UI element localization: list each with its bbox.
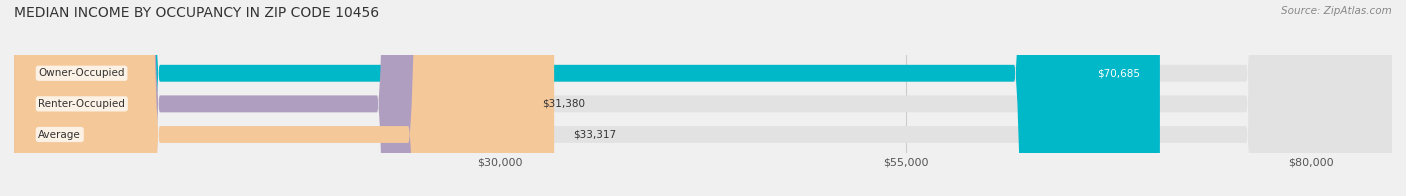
Text: $31,380: $31,380 [543, 99, 585, 109]
FancyBboxPatch shape [14, 0, 1392, 196]
FancyBboxPatch shape [14, 0, 523, 196]
FancyBboxPatch shape [14, 0, 1392, 196]
Text: Source: ZipAtlas.com: Source: ZipAtlas.com [1281, 6, 1392, 16]
Text: Owner-Occupied: Owner-Occupied [38, 68, 125, 78]
Text: MEDIAN INCOME BY OCCUPANCY IN ZIP CODE 10456: MEDIAN INCOME BY OCCUPANCY IN ZIP CODE 1… [14, 6, 380, 20]
Text: Average: Average [38, 130, 82, 140]
FancyBboxPatch shape [14, 0, 554, 196]
FancyBboxPatch shape [14, 0, 1160, 196]
Text: $70,685: $70,685 [1098, 68, 1140, 78]
Text: Renter-Occupied: Renter-Occupied [38, 99, 125, 109]
Text: $33,317: $33,317 [574, 130, 617, 140]
FancyBboxPatch shape [14, 0, 1392, 196]
